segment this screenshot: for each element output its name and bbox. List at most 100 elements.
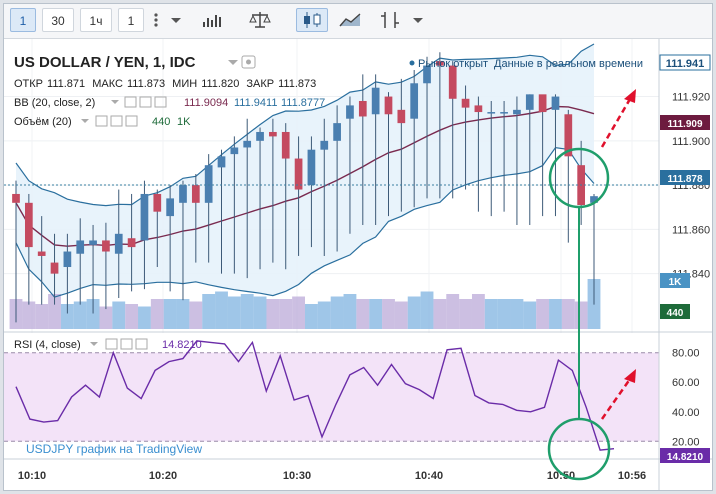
symbol-title[interactable]: US DOLLAR / YEN, 1, IDC — [14, 54, 196, 71]
volume-bar — [48, 294, 61, 329]
candle-body — [436, 61, 444, 66]
rsi-value-tag: 14.8210 — [660, 448, 710, 463]
volume-value: 440 — [152, 116, 170, 128]
candle-body — [256, 131, 264, 141]
volume-bar — [356, 299, 370, 329]
price-tag-top: 111.941 — [659, 54, 711, 71]
volume-bar — [407, 296, 421, 329]
svg-text:Объём (20): Объём (20) — [14, 116, 72, 128]
svg-text:440: 440 — [667, 308, 684, 319]
svg-text:111.909: 111.909 — [667, 119, 702, 130]
volume-ma-value: 1K — [177, 116, 191, 128]
price-tick-label: 111.860 — [672, 224, 710, 236]
eye-toggle-icon[interactable] — [241, 55, 256, 69]
candle-body — [397, 109, 406, 124]
candle-body — [346, 105, 354, 119]
volume-bar — [536, 299, 550, 329]
volume-bar — [266, 299, 280, 329]
volume-bar — [279, 299, 293, 329]
candle-body — [204, 165, 213, 203]
bollinger-band-fill — [16, 44, 594, 298]
svg-text:111.941: 111.941 — [666, 58, 705, 70]
drawing-tool-icon[interactable] — [376, 8, 404, 32]
tradingview-watermark[interactable]: USDJPY график на TradingView — [26, 442, 202, 456]
time-axis[interactable]: 10:10 10:20 10:30 10:40 10:50 10:56 — [18, 470, 646, 482]
time-tick-label: 10:56 — [618, 470, 646, 482]
bb-legend-controls[interactable] — [111, 96, 167, 108]
candle-body — [166, 198, 174, 217]
candle-body — [50, 262, 59, 274]
rsi-legend[interactable]: RSI (4, close) — [14, 339, 81, 351]
candle-body — [474, 105, 483, 113]
rsi-legend-value: 14.8210 — [162, 339, 202, 351]
time-tick-label: 10:10 — [18, 470, 46, 482]
candle-body — [12, 193, 20, 203]
rsi-tick-label: 40.00 — [672, 407, 700, 419]
bb-legend[interactable]: BB (20, close, 2) — [14, 97, 95, 109]
candle-body — [384, 96, 393, 115]
candle-body — [76, 240, 85, 254]
candles-style-icon[interactable] — [296, 8, 328, 32]
candle-body — [320, 140, 329, 150]
chevron-down-icon[interactable] — [166, 8, 186, 32]
candle-body — [525, 94, 534, 110]
volume-bar — [369, 299, 383, 329]
volume-bar — [317, 301, 331, 329]
candle-body — [448, 65, 457, 99]
compare-scale-icon[interactable] — [246, 8, 274, 32]
volume-bar — [561, 299, 575, 329]
volume-bar — [382, 299, 395, 329]
candle-body — [307, 149, 316, 186]
volume-legend[interactable]: Объём (20) — [14, 116, 72, 128]
volume-bar — [176, 299, 190, 329]
rsi-band-fill — [4, 352, 659, 442]
time-tick-label: 10:20 — [149, 470, 177, 482]
time-tick-label: 10:30 — [283, 470, 311, 482]
chevron-down-icon[interactable] — [408, 8, 428, 32]
interval-1-button[interactable]: 1 — [10, 8, 36, 32]
toolbar: 1 30 1ч 1 — [4, 4, 712, 39]
volume-bar — [215, 291, 228, 329]
volume-bar — [253, 296, 267, 329]
realtime-status: Данные в реальном времени — [494, 58, 643, 70]
price-tick-label: 111.900 — [672, 136, 710, 148]
interval-1h-button[interactable]: 1ч — [80, 8, 112, 32]
more-vertical-icon[interactable] — [148, 8, 164, 32]
candle-body — [114, 233, 123, 254]
market-status: Рынок открыт — [418, 58, 488, 70]
volume-legend-controls[interactable] — [81, 115, 138, 127]
annotation-arrow-rsi — [600, 369, 636, 420]
candle-body — [179, 185, 187, 203]
volume-bar — [202, 294, 216, 329]
volume-bar — [433, 299, 447, 329]
candle-body — [217, 156, 226, 168]
candle-body — [564, 114, 573, 157]
bollinger-middle-line — [15, 105, 595, 247]
area-style-icon[interactable] — [336, 8, 364, 32]
rsi-axis[interactable]: 20.00 40.00 60.00 80.00 — [672, 348, 700, 449]
candle-body — [371, 87, 380, 115]
rsi-legend-controls[interactable] — [90, 338, 148, 350]
annotation-arrow-price — [600, 89, 636, 148]
volume-bar — [574, 301, 588, 329]
bb-lower-value: 111.8777 — [281, 97, 325, 109]
volume-bar — [112, 301, 126, 329]
volume-bar — [292, 296, 305, 329]
price-tick-label: 111.920 — [672, 92, 710, 104]
candle-body — [230, 147, 239, 155]
bb-middle-value: 111.9094 — [184, 97, 228, 109]
indicators-icon[interactable] — [198, 8, 226, 32]
volume-bar — [305, 304, 318, 329]
time-tick-label: 10:50 — [547, 470, 575, 482]
volume-bar — [471, 294, 485, 329]
candle-body — [333, 123, 341, 141]
candle-body — [410, 83, 419, 119]
candle-body — [191, 185, 200, 203]
rsi-line — [15, 340, 615, 451]
interval-custom-button[interactable]: 1 — [118, 8, 144, 32]
candle-body — [24, 202, 33, 248]
interval-30-button[interactable]: 30 — [42, 8, 74, 32]
candle-body — [590, 196, 598, 203]
volume-bar — [420, 291, 434, 329]
title-chevron-icon[interactable] — [228, 60, 238, 65]
